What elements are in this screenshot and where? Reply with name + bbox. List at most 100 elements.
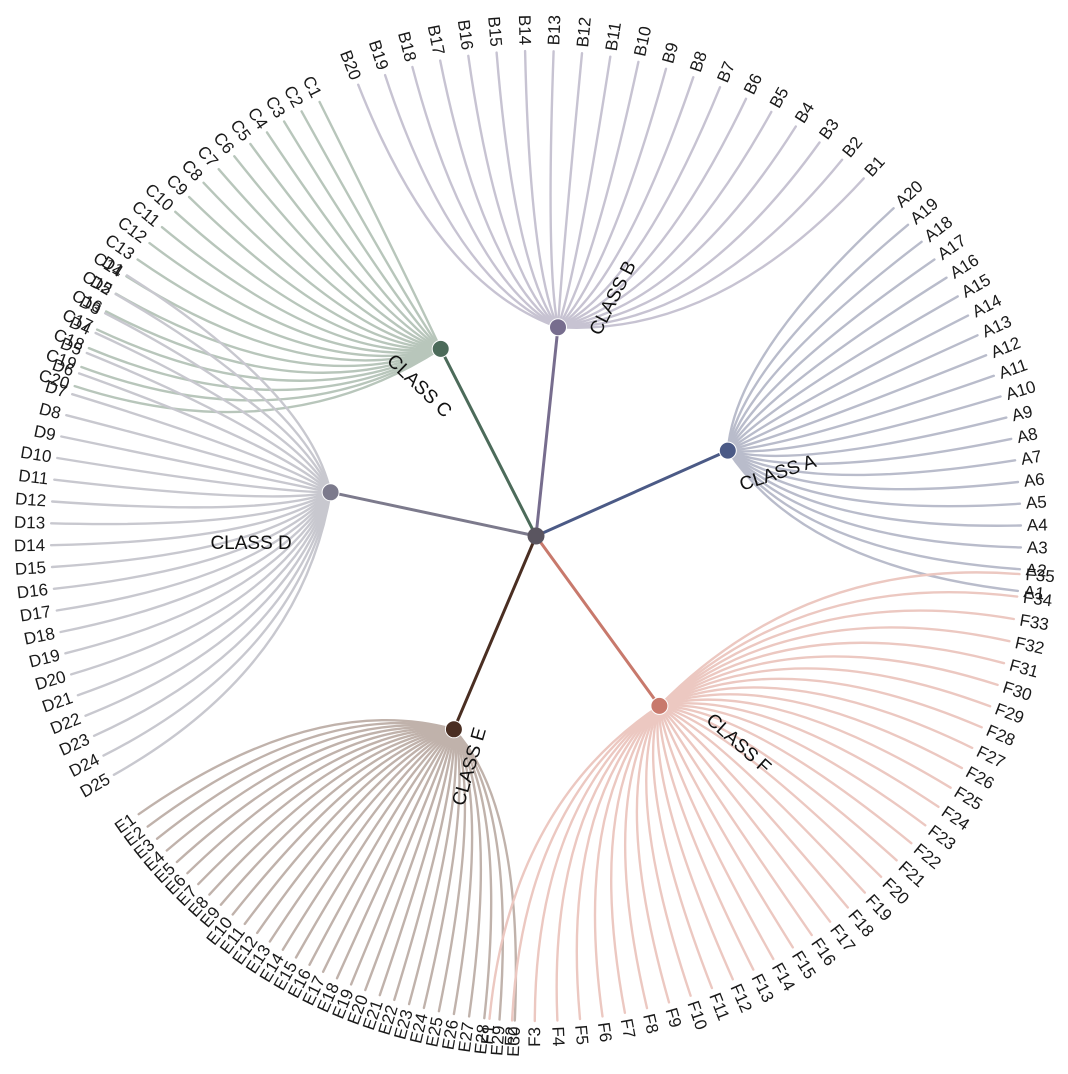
class-node[interactable] bbox=[549, 318, 567, 337]
leaf-label: B18 bbox=[394, 30, 420, 64]
leaf-branch bbox=[556, 86, 722, 329]
class-node[interactable] bbox=[431, 339, 450, 358]
class-trunk bbox=[534, 449, 730, 538]
leaf-label: A6 bbox=[1023, 470, 1046, 491]
leaf-branch bbox=[378, 728, 456, 997]
leaf-branch bbox=[249, 142, 442, 351]
leaf-label: B1 bbox=[861, 152, 889, 180]
leaf-branch bbox=[59, 491, 332, 634]
leaf-branch bbox=[658, 704, 913, 845]
leaf-label: D17 bbox=[19, 602, 53, 626]
leaf-branch bbox=[610, 704, 661, 1014]
leaf-branch bbox=[726, 334, 979, 452]
leaf-branch bbox=[726, 374, 995, 452]
leaf-branch bbox=[411, 65, 560, 329]
leaf-label: F32 bbox=[1013, 633, 1046, 658]
class-node[interactable] bbox=[718, 441, 737, 460]
leaf-label: B12 bbox=[573, 16, 595, 48]
leaf-branch bbox=[357, 83, 560, 329]
leaf-label: B16 bbox=[454, 19, 477, 52]
leaf-label: B11 bbox=[602, 21, 625, 53]
leaf-branch bbox=[393, 728, 456, 1002]
leaf-branch bbox=[658, 693, 964, 770]
leaf-branch bbox=[556, 97, 748, 329]
leaf-branch bbox=[658, 641, 1006, 708]
nodes-layer bbox=[321, 318, 737, 739]
leaf-branch bbox=[174, 210, 442, 351]
leaf-branch bbox=[556, 76, 695, 329]
leaf-branch bbox=[658, 677, 983, 729]
leaf-branch bbox=[726, 449, 1020, 491]
leaf-branch bbox=[318, 100, 442, 351]
leaf-branch bbox=[84, 491, 332, 717]
leaf-branch bbox=[364, 728, 456, 992]
leaf-branch bbox=[114, 292, 442, 368]
leaf-label: F8 bbox=[639, 1012, 662, 1036]
leaf-label: F30 bbox=[1000, 678, 1034, 705]
leaf-branch bbox=[658, 704, 849, 909]
leaf-branch bbox=[125, 275, 442, 362]
leaf-branch bbox=[645, 704, 692, 997]
leaf-branch bbox=[658, 655, 999, 708]
leaf-branch bbox=[265, 131, 442, 351]
leaf-label: E30 bbox=[504, 1026, 524, 1057]
leaf-branch bbox=[726, 258, 936, 452]
leaf-branch bbox=[60, 435, 332, 494]
leaf-label: A5 bbox=[1025, 492, 1047, 512]
leaf-branch bbox=[556, 60, 640, 329]
class-node[interactable] bbox=[321, 483, 340, 502]
leaf-label: A1 bbox=[1023, 582, 1046, 603]
leaf-label: B9 bbox=[658, 40, 682, 65]
leaf-branch bbox=[233, 155, 442, 351]
leaf-branch bbox=[556, 67, 668, 329]
leaf-branch bbox=[165, 726, 456, 852]
leaf-label: E27 bbox=[455, 1021, 478, 1054]
leaf-label: D18 bbox=[22, 624, 56, 649]
leaf-branch bbox=[114, 292, 332, 494]
leaf-branch bbox=[488, 704, 661, 1020]
leaf-branch bbox=[175, 727, 456, 864]
leaf-branch bbox=[256, 728, 456, 935]
class-node[interactable] bbox=[650, 696, 669, 715]
leaf-label: F7 bbox=[617, 1017, 639, 1040]
leaf-branch bbox=[726, 449, 1022, 571]
leaf-branch bbox=[556, 110, 773, 329]
leaf-branch bbox=[137, 719, 456, 816]
leaf-label: A3 bbox=[1027, 538, 1048, 557]
leaf-branch bbox=[65, 414, 332, 494]
leaf-branch bbox=[726, 240, 923, 452]
leaf-label: E29 bbox=[487, 1025, 508, 1057]
leaf-branch bbox=[50, 491, 332, 569]
class-node[interactable] bbox=[444, 720, 463, 739]
leaf-branch bbox=[92, 491, 332, 737]
leaf-branch bbox=[55, 491, 332, 612]
leaf-label: F2 bbox=[501, 1026, 521, 1047]
leaf-branch bbox=[50, 491, 332, 526]
leaf-branch bbox=[726, 276, 948, 452]
leaf-branch bbox=[658, 626, 1011, 708]
leaf-branch bbox=[52, 491, 332, 590]
leaf-label: A9 bbox=[1010, 402, 1035, 426]
leaf-branch bbox=[439, 59, 560, 329]
leaf-label: A8 bbox=[1015, 424, 1039, 447]
leaf-branch bbox=[202, 181, 442, 351]
leaf-branch bbox=[268, 728, 456, 943]
leaf-branch bbox=[593, 704, 661, 1018]
leaf-label: F5 bbox=[571, 1024, 592, 1045]
leaf-label: F35 bbox=[1025, 565, 1056, 586]
leaf-branch bbox=[726, 314, 970, 452]
leaf-branch bbox=[467, 54, 560, 329]
leaf-branch bbox=[136, 258, 442, 358]
leaf-branch bbox=[658, 571, 1021, 708]
leaf-branch bbox=[726, 354, 988, 452]
leaf-label: D10 bbox=[19, 443, 53, 467]
leaf-branch bbox=[383, 73, 560, 329]
root-node[interactable] bbox=[527, 527, 545, 545]
leaf-branch bbox=[658, 704, 775, 961]
leaf-branch bbox=[219, 728, 456, 906]
leaf-branch bbox=[556, 141, 821, 329]
leaf-branch bbox=[658, 591, 1019, 708]
leaf-branch bbox=[422, 728, 461, 1010]
leaf-branch bbox=[308, 728, 456, 966]
